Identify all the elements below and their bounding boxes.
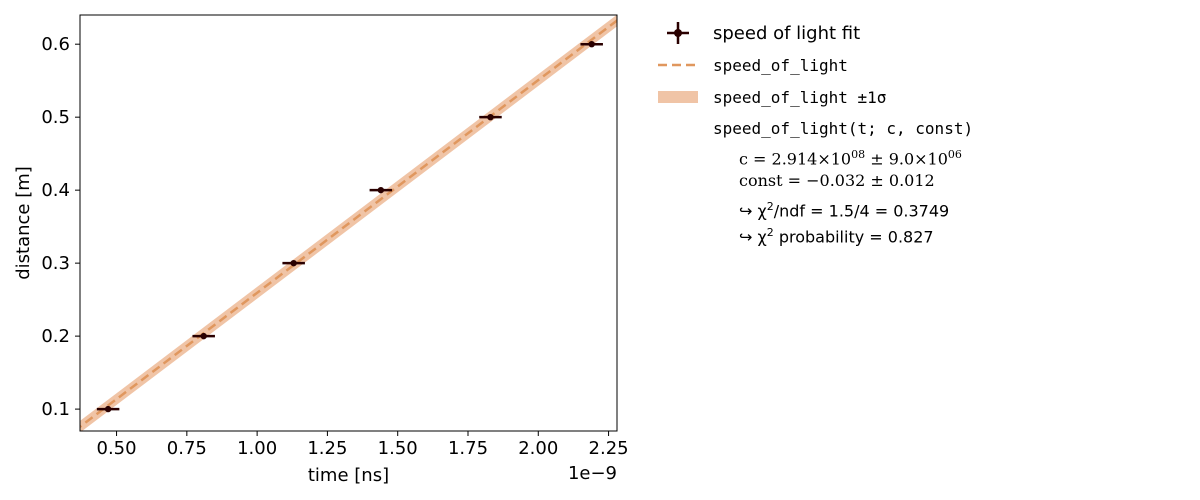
- data-point: [377, 186, 385, 194]
- legend-entry-data: speed of light fit: [652, 18, 1192, 48]
- fit-chi2-probability: ↪ χ2 probability = 0.827: [739, 226, 934, 247]
- x-tick-label: 2.00: [518, 438, 558, 459]
- x-tick-label: 1.25: [307, 438, 347, 459]
- x-tick-label: 1.00: [237, 438, 277, 459]
- data-point: [290, 259, 297, 267]
- legend-label-data: speed of light fit: [713, 22, 861, 44]
- legend-band-marker: [658, 91, 698, 103]
- x-axis-label: time [ns]: [308, 465, 389, 486]
- axes: 0.50 0.75 1.00 1.25 1.50 1.75 2.00 2.25 0.1 0.2 0.…: [41, 34, 628, 459]
- data-point: [588, 40, 595, 48]
- y-tick-label: 0.6: [41, 34, 70, 55]
- x-tick-label: 1.75: [448, 438, 488, 459]
- plot-area: [80, 15, 617, 431]
- legend-label-band: speed_of_light ±1σ: [713, 87, 887, 107]
- legend-entry-band: speed_of_light ±1σ: [652, 82, 1192, 112]
- legend-label-fit-line: speed_of_light: [713, 55, 848, 75]
- data-point: [487, 113, 494, 121]
- legend-entry-fit-line: speed_of_light: [652, 50, 1192, 80]
- data-point: [104, 405, 112, 413]
- fit-info: speed_of_light(t; c, const) c = 2.914×10…: [713, 116, 973, 246]
- data-point: [200, 332, 207, 340]
- y-tick-label: 0.3: [41, 253, 70, 274]
- y-tick-label: 0.1: [41, 399, 70, 420]
- y-tick-label: 0.4: [41, 180, 70, 201]
- legend-dashed-line-marker: [658, 63, 698, 67]
- legend-errorbar-marker: [667, 22, 689, 44]
- x-tick-label: 0.75: [167, 438, 207, 459]
- x-tick-label: 1.50: [378, 438, 418, 459]
- x-tick-label: 0.50: [97, 438, 137, 459]
- fit-chi2-ndf: ↪ χ2/ndf = 1.5/4 = 0.3749: [739, 200, 950, 221]
- x-tick-label: 2.25: [589, 438, 629, 459]
- x-axis-offset-label: 1e−9: [568, 463, 617, 484]
- legend: speed of light fit speed_of_light speed_…: [652, 18, 1192, 112]
- fit-line: [80, 18, 617, 429]
- fit-param-c: c = 2.914×1008 ± 9.0×1006: [739, 148, 962, 169]
- y-axis-label: distance [m]: [13, 166, 34, 280]
- fit-model: speed_of_light(t; c, const): [713, 119, 974, 138]
- y-tick-label: 0.5: [41, 107, 70, 128]
- y-tick-label: 0.2: [41, 326, 70, 347]
- plot-frame: [79, 14, 618, 432]
- fit-param-const: const = −0.032 ± 0.012: [739, 171, 935, 190]
